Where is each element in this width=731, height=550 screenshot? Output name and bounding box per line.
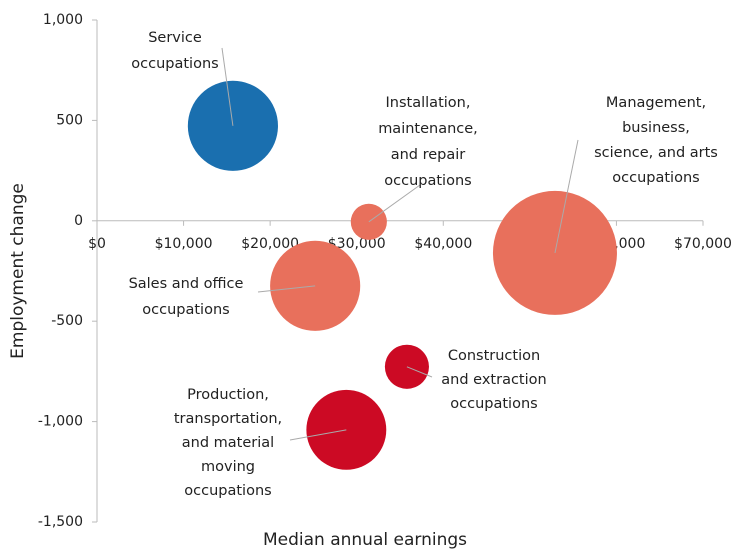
bubble-label: occupations — [384, 173, 471, 189]
x-tick-label: $0 — [88, 236, 106, 252]
y-tick-label: 0 — [74, 213, 83, 229]
bubble-label: Service — [148, 30, 202, 46]
leader-line — [221, 47, 234, 126]
leader-line — [406, 366, 433, 378]
x-tick-label: $70,000 — [674, 236, 731, 252]
leader-line — [554, 139, 579, 254]
bubble-label: Management, — [606, 95, 706, 111]
y-tick-label: 1,000 — [43, 12, 83, 28]
leader-line — [289, 429, 347, 441]
bubble-label: transportation, — [174, 411, 282, 427]
bubble — [187, 80, 278, 171]
bubble-label: Sales and office — [129, 276, 244, 292]
bubble-label: and material — [182, 435, 274, 451]
x-axis-label: Median annual earnings — [263, 530, 467, 550]
bubble-label: moving — [201, 459, 255, 475]
bubble-label: occupations — [142, 302, 229, 318]
bubble-label: science, and arts — [594, 145, 718, 161]
bubble-label: occupations — [184, 483, 271, 499]
bubble — [270, 240, 361, 331]
bubble-label: and repair — [391, 147, 466, 163]
y-tick-label: 500 — [56, 112, 83, 128]
leader-line — [368, 184, 421, 223]
x-tick-label: $40,000 — [414, 236, 472, 252]
y-tick-label: -1,000 — [38, 414, 83, 430]
bubble-label: Construction — [448, 348, 540, 364]
x-tick-label: $10,000 — [155, 236, 213, 252]
bubble-label: occupations — [450, 396, 537, 412]
leader-line — [257, 285, 316, 293]
bubble-label: maintenance, — [378, 121, 478, 137]
bubble-label: Production, — [187, 387, 269, 403]
y-axis-label: Employment change — [8, 183, 28, 359]
bubble-label: and extraction — [441, 372, 546, 388]
bubble-label: occupations — [612, 170, 699, 186]
y-tick-label: -1,500 — [38, 514, 83, 530]
x-tick-label: $20,000 — [241, 236, 299, 252]
bubble-label: business, — [622, 120, 690, 136]
y-tick-label: -500 — [51, 313, 83, 329]
x-tick-label: $30,000 — [328, 236, 386, 252]
bubble-label: occupations — [131, 56, 218, 72]
bubble-label: Installation, — [386, 95, 471, 111]
